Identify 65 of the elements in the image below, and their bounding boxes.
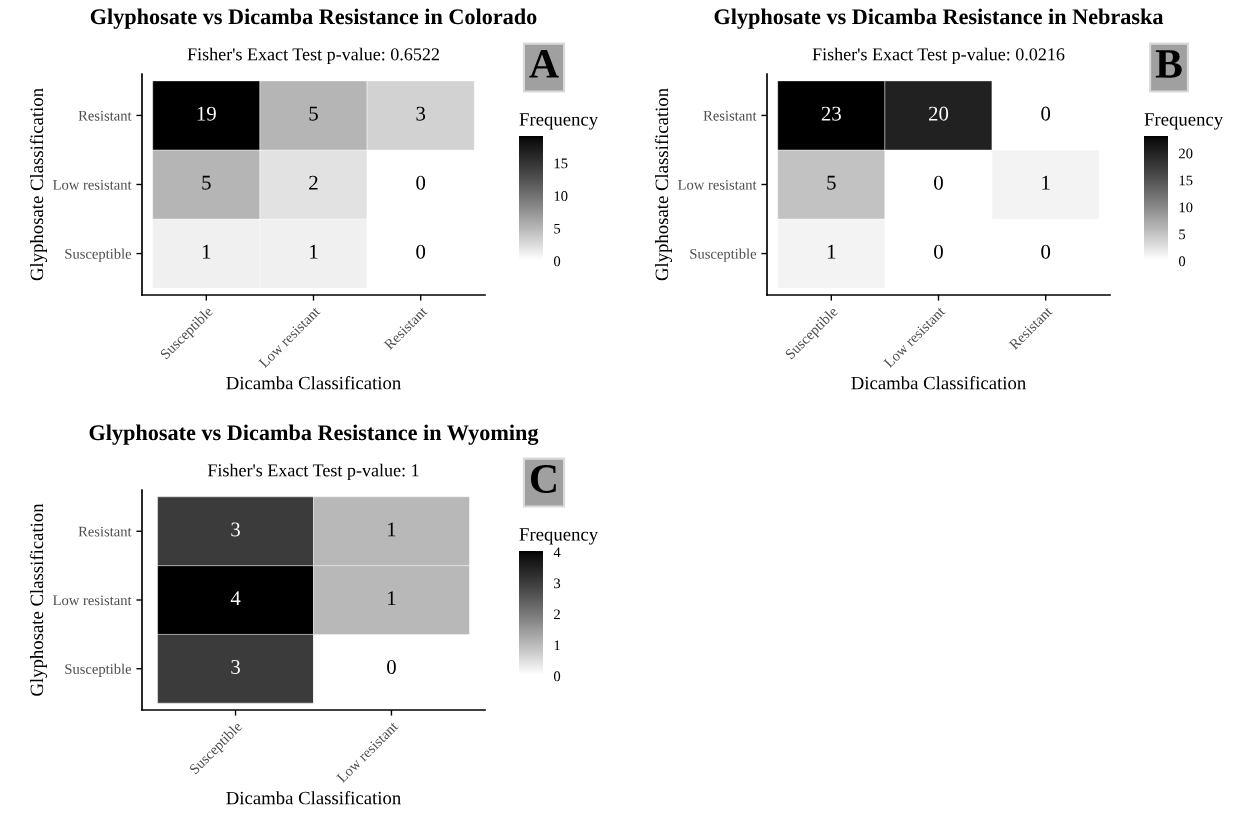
- x-axis-title: Dicamba Classification: [226, 375, 401, 390]
- y-tick-label: Low resistant: [53, 179, 132, 190]
- color-bar-label: 2: [554, 609, 560, 620]
- text: B: [1155, 50, 1182, 78]
- chart-subtitle: Fisher's Exact Test p-value: 1: [207, 463, 419, 481]
- y-tick-label: Resistant: [703, 110, 757, 121]
- color-bar-label: 20: [1179, 148, 1193, 159]
- color-bar-label: 5: [1179, 229, 1186, 240]
- y-tick-label: Resistant: [78, 110, 132, 121]
- chart-title: Glyphosate vs Dicamba Resistance in Nebraska: [714, 8, 1164, 29]
- y-axis-title: Glyphosate Classification: [29, 88, 48, 281]
- data-label: 0: [1041, 106, 1051, 121]
- data-label: 1: [1042, 175, 1050, 190]
- color-bar-label: 5: [554, 223, 561, 234]
- data-label: 5: [202, 175, 211, 190]
- data-label: 5: [309, 106, 318, 121]
- data-label: 1: [388, 522, 396, 537]
- color-bar-title: Frequency: [1144, 113, 1224, 130]
- text: C: [530, 464, 556, 493]
- color-bar-label: 15: [554, 158, 568, 169]
- x-axis-title: Dicamba Classification: [851, 375, 1026, 390]
- data-label: 1: [388, 591, 396, 606]
- data-label: 0: [416, 175, 426, 190]
- data-label: 1: [827, 244, 836, 259]
- color-bar-label: 10: [1179, 202, 1193, 213]
- y-tick-label: Low resistant: [678, 179, 757, 190]
- color-bar-label: 15: [1179, 175, 1193, 186]
- text: A: [529, 50, 559, 78]
- y-tick-label: Low resistant: [53, 595, 132, 606]
- data-label: 0: [934, 175, 943, 190]
- chart-title: Glyphosate vs Dicamba Resistance in Wyoming: [89, 424, 539, 445]
- color-bar-title: Frequency: [519, 528, 599, 545]
- data-label: 0: [1041, 244, 1051, 259]
- data-label: 20: [929, 106, 949, 121]
- data-label: 3: [231, 522, 240, 537]
- color-bar-label: 10: [554, 191, 568, 201]
- chart-subtitle: Fisher's Exact Test p-value: 0.0216: [812, 47, 1065, 65]
- chart-title: Glyphosate vs Dicamba Resistance in Colorado: [90, 8, 537, 29]
- color-bar-label: 0: [553, 256, 561, 267]
- data-label: 0: [387, 659, 396, 674]
- color-bar-label: 0: [1178, 256, 1186, 267]
- data-label: 19: [197, 106, 216, 121]
- data-label: 0: [934, 244, 943, 259]
- data-label: 3: [416, 106, 426, 121]
- y-tick-label: Susceptible: [65, 248, 132, 262]
- y-tick-label: Susceptible: [690, 248, 757, 262]
- color-bar-label: 4: [553, 547, 561, 558]
- y-tick-label: Susceptible: [65, 663, 132, 677]
- y-tick-label: Resistant: [78, 526, 132, 537]
- color-bar-label: 3: [554, 578, 561, 589]
- data-label: 23: [821, 106, 841, 121]
- data-label: 2: [309, 175, 318, 190]
- data-label: 1: [310, 244, 318, 259]
- color-bar-label: 0: [553, 671, 561, 682]
- data-label: 3: [231, 659, 240, 674]
- data-label: 5: [827, 175, 836, 190]
- data-label: 4: [230, 591, 241, 606]
- color-bar-label: 1: [554, 640, 560, 651]
- chart-subtitle: Fisher's Exact Test p-value: 0.6522: [187, 47, 439, 65]
- y-axis-title: Glyphosate Classification: [29, 503, 48, 696]
- color-bar-title: Frequency: [519, 113, 599, 130]
- x-axis-title: Dicamba Classification: [226, 790, 401, 805]
- data-label: 1: [202, 244, 211, 259]
- data-label: 0: [416, 244, 426, 259]
- y-axis-title: Glyphosate Classification: [654, 88, 673, 281]
